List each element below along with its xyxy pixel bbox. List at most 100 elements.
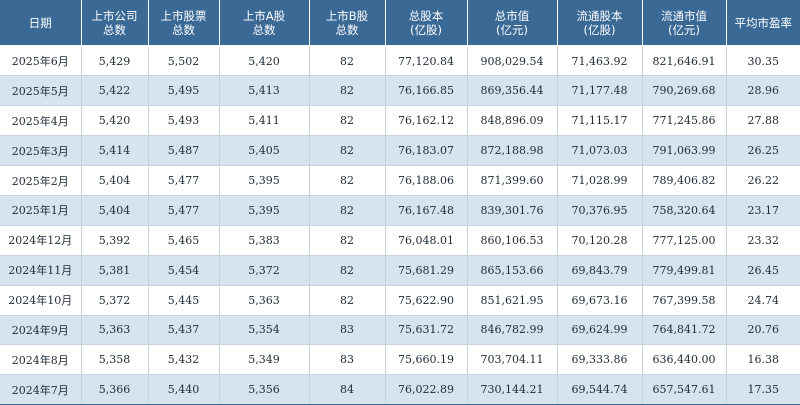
table-cell: 76,048.01 — [384, 225, 467, 256]
table-cell: 82 — [308, 75, 385, 107]
table-cell: 791,063.99 — [641, 135, 726, 167]
table-row: 2024年10月 5,372 5,445 5,363 82 75,622.90 851,62… — [0, 285, 800, 316]
table-cell: 5,366 — [80, 374, 148, 405]
table-cell: 5,404 — [80, 195, 148, 226]
table-cell: 5,454 — [147, 255, 219, 286]
table-cell: 69,624.99 — [556, 315, 642, 346]
table-cell: 5,487 — [147, 135, 219, 167]
table-cell: 869,356.44 — [466, 75, 557, 107]
table-cell: 821,646.91 — [641, 46, 726, 77]
table-cell: 82 — [308, 46, 385, 77]
table-cell: 75,660.19 — [384, 344, 467, 376]
table-cell: 779,499.81 — [641, 255, 726, 286]
column-header-line2: 总数 — [172, 22, 195, 37]
column-header-line2: (亿元) — [496, 22, 528, 37]
table-cell: 82 — [308, 255, 385, 286]
table-cell: 30.35 — [725, 46, 800, 77]
table-cell: 69,673.16 — [556, 285, 642, 316]
table-cell: 69,843.79 — [556, 255, 642, 286]
column-header: 上市B股 总数 — [308, 0, 385, 47]
table-cell: 5,420 — [80, 105, 148, 137]
header-row: 日期 上市公司 总数 上市股票 总数 上市A股 总数 上市B股 总数 总股本 (亿股) 总市值 (亿元)… — [0, 0, 800, 47]
table-cell: 5,405 — [218, 135, 309, 167]
table-cell: 790,269.68 — [641, 75, 726, 107]
column-header-line1: 平均市盈率 — [734, 15, 793, 30]
table-cell: 20.76 — [725, 315, 800, 346]
table-cell: 71,115.17 — [556, 105, 642, 137]
date-cell: 2024年8月 — [0, 344, 81, 376]
table-cell: 76,166.85 — [384, 75, 467, 107]
column-header: 上市A股 总数 — [218, 0, 309, 47]
table-row: 2025年3月 5,414 5,487 5,405 82 76,183.07 872,188… — [0, 135, 800, 167]
column-header-line1: 总市值 — [494, 8, 530, 23]
table-cell: 703,704.11 — [466, 344, 557, 376]
table-cell: 16.38 — [725, 344, 800, 376]
column-header-line2: 总数 — [103, 22, 126, 37]
table-cell: 82 — [308, 135, 385, 167]
table-cell: 26.22 — [725, 165, 800, 196]
table-cell: 82 — [308, 195, 385, 226]
table-cell: 839,301.76 — [466, 195, 557, 226]
date-cell: 2025年4月 — [0, 105, 81, 137]
table-cell: 5,372 — [80, 285, 148, 316]
table-cell: 5,437 — [147, 315, 219, 346]
column-header-line1: 上市股票 — [160, 8, 207, 23]
column-header: 平均市盈率 — [725, 0, 800, 47]
column-header-line1: 上市A股 — [242, 8, 286, 23]
table-cell: 82 — [308, 105, 385, 137]
date-cell: 2025年3月 — [0, 135, 81, 167]
table-cell: 5,413 — [218, 75, 309, 107]
column-header: 上市股票 总数 — [147, 0, 219, 47]
table-cell: 5,411 — [218, 105, 309, 137]
table-cell: 872,188.98 — [466, 135, 557, 167]
table-cell: 5,395 — [218, 165, 309, 196]
table-cell: 70,376.95 — [556, 195, 642, 226]
column-header: 流通市值 (亿元) — [641, 0, 726, 47]
table-cell: 5,395 — [218, 195, 309, 226]
table-cell: 789,406.82 — [641, 165, 726, 196]
table-cell: 5,404 — [80, 165, 148, 196]
table-cell: 83 — [308, 344, 385, 376]
column-header: 上市公司 总数 — [80, 0, 148, 47]
column-header-line1: 流通市值 — [661, 8, 707, 23]
column-header-line2: 总数 — [335, 22, 359, 37]
table-cell: 5,383 — [218, 225, 309, 256]
table-cell: 5,422 — [80, 75, 148, 107]
table-cell: 5,349 — [218, 344, 309, 376]
table-cell: 908,029.54 — [466, 46, 557, 77]
table-cell: 82 — [308, 165, 385, 196]
table-row: 2025年1月 5,404 5,477 5,395 82 76,167.48 839,301… — [0, 195, 800, 226]
table-cell: 75,622.90 — [384, 285, 467, 316]
date-cell: 2024年7月 — [0, 374, 81, 405]
table-cell: 764,841.72 — [641, 315, 726, 346]
table-cell: 5,465 — [147, 225, 219, 256]
table-cell: 23.32 — [725, 225, 800, 256]
table-cell: 5,445 — [147, 285, 219, 316]
table-cell: 69,333.86 — [556, 344, 642, 376]
date-cell: 2024年11月 — [0, 255, 81, 286]
column-header-line2: 总数 — [252, 22, 276, 37]
column-header-line1: 总股本 — [408, 8, 444, 23]
table-cell: 860,106.53 — [466, 225, 557, 256]
column-header-line1: 上市B股 — [325, 8, 369, 23]
table-cell: 5,495 — [147, 75, 219, 107]
table-cell: 23.17 — [725, 195, 800, 226]
table-cell: 5,440 — [147, 374, 219, 405]
table-cell: 5,502 — [147, 46, 219, 77]
date-cell: 2025年2月 — [0, 165, 81, 196]
table-cell: 77,120.84 — [384, 46, 467, 77]
table-row: 2024年9月 5,363 5,437 5,354 83 75,631.72 846,782… — [0, 315, 800, 346]
table-cell: 71,073.03 — [556, 135, 642, 167]
table-cell: 5,432 — [147, 344, 219, 376]
table-row: 2024年12月 5,392 5,465 5,383 82 76,048.01 860,10… — [0, 225, 800, 256]
table-cell: 777,125.00 — [641, 225, 726, 256]
table-cell: 17.35 — [725, 374, 800, 405]
table-cell: 5,381 — [80, 255, 148, 286]
table-cell: 84 — [308, 374, 385, 405]
column-header: 总市值 (亿元) — [466, 0, 557, 47]
table-row: 2024年11月 5,381 5,454 5,372 82 75,681.29 865,15… — [0, 255, 800, 286]
column-header: 日期 — [0, 0, 81, 47]
table-cell: 5,429 — [80, 46, 148, 77]
column-header-line2: (亿股) — [410, 22, 442, 37]
